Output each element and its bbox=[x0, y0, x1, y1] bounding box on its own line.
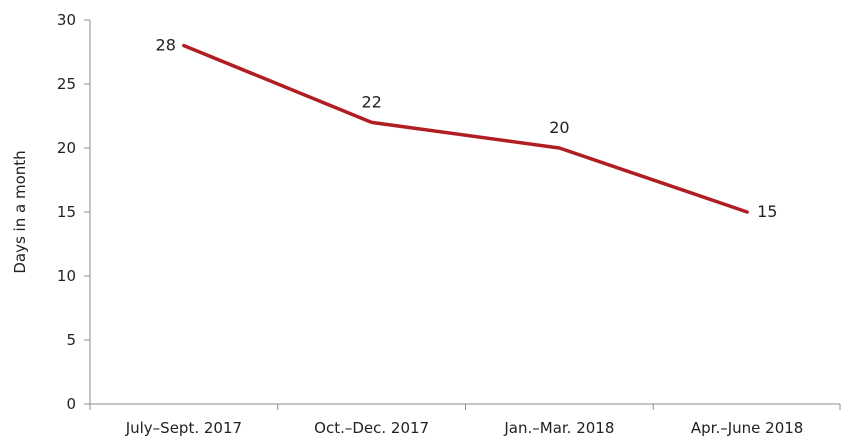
x-tick-label: Oct.–Dec. 2017 bbox=[314, 419, 429, 437]
data-label: 28 bbox=[156, 36, 176, 55]
y-tick-label: 20 bbox=[57, 139, 76, 157]
x-tick-label: Apr.–June 2018 bbox=[691, 419, 803, 437]
y-tick-label: 0 bbox=[66, 395, 76, 413]
y-axis: 0 5 10 15 20 25 30 bbox=[57, 11, 91, 413]
y-tick-label: 30 bbox=[57, 11, 76, 29]
x-tick-label: July–Sept. 2017 bbox=[125, 419, 242, 437]
series-group: 28 22 20 15 bbox=[156, 36, 778, 221]
series-line bbox=[182, 43, 749, 214]
data-label: 20 bbox=[549, 118, 569, 137]
y-tick-label: 15 bbox=[57, 203, 76, 221]
data-label: 22 bbox=[361, 92, 381, 111]
y-tick-label: 5 bbox=[66, 331, 76, 349]
x-tick-label: Jan.–Mar. 2018 bbox=[503, 419, 614, 437]
y-tick-label: 25 bbox=[57, 75, 76, 93]
data-label: 15 bbox=[757, 202, 777, 221]
x-axis: July–Sept. 2017 Oct.–Dec. 2017 Jan.–Mar. 2… bbox=[89, 403, 841, 437]
y-axis-label: Days in a month bbox=[11, 150, 29, 273]
y-tick-label: 10 bbox=[57, 267, 76, 285]
